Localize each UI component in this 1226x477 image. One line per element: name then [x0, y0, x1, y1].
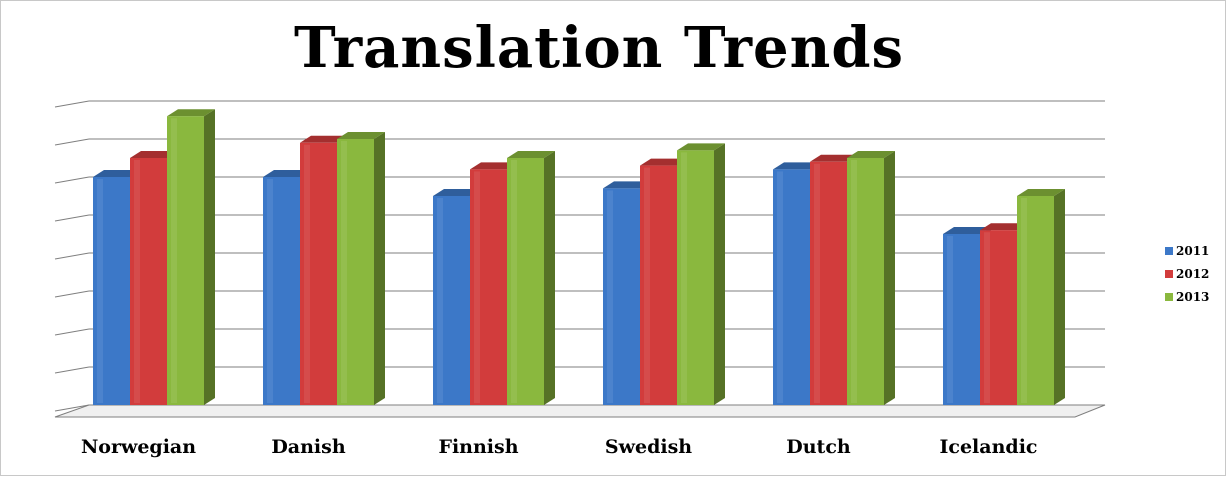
- gridline-depth: [54, 290, 90, 298]
- gridlines: [54, 100, 1106, 418]
- bar-finnish-2012: [470, 162, 518, 405]
- gridline-depth: [54, 100, 90, 108]
- category-label: Norwegian: [81, 436, 196, 458]
- bar-norwegian-2013: [167, 109, 215, 405]
- bar-swedish-2013: [677, 143, 725, 405]
- category-label: Danish: [271, 436, 346, 458]
- gridline-depth: [54, 252, 90, 260]
- legend-label-2012: 2012: [1176, 267, 1209, 281]
- category-label: Dutch: [786, 436, 851, 458]
- category-label: Icelandic: [940, 436, 1038, 458]
- legend: 2011 2012 2013: [1165, 244, 1209, 304]
- gridline-depth: [54, 138, 90, 146]
- legend-label-2011: 2011: [1176, 244, 1209, 258]
- gridline-depth: [54, 214, 90, 222]
- legend-swatch-2012: [1165, 270, 1173, 278]
- category-labels: Norwegian Danish Finnish Swedish Dutch Icelan…: [81, 436, 1038, 458]
- bar-danish-2013: [337, 132, 385, 405]
- gridline-depth: [54, 176, 90, 184]
- gridline-depth: [54, 404, 90, 412]
- bar-danish-2011: [263, 170, 311, 405]
- category-label: Finnish: [438, 436, 518, 458]
- legend-swatch-2013: [1165, 293, 1173, 301]
- gridline-depth: [54, 366, 90, 374]
- legend-swatch-2011: [1165, 247, 1173, 255]
- chart-floor: [54, 404, 1106, 418]
- legend-label-2013: 2013: [1176, 290, 1209, 304]
- bar-icelandic-2013: [1017, 189, 1065, 405]
- category-label: Swedish: [605, 436, 692, 458]
- bars: [93, 109, 1065, 406]
- gridline-depth: [54, 328, 90, 336]
- chart-title: Translation Trends: [293, 15, 905, 81]
- bar-finnish-2013: [507, 151, 555, 405]
- bar-dutch-2013: [847, 151, 895, 405]
